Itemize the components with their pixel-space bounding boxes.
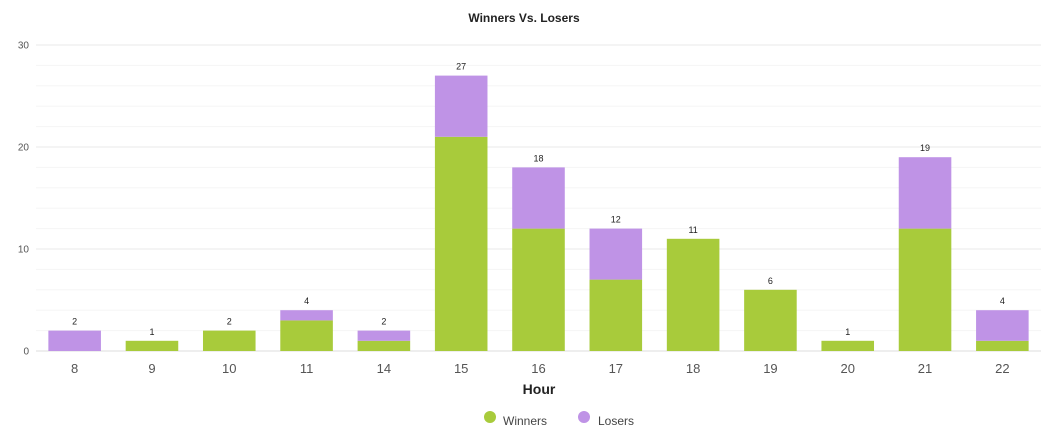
- data-label-18: 11: [688, 225, 697, 235]
- bar-winners-18: [666, 238, 720, 351]
- bars: [48, 75, 1029, 351]
- data-label-16: 18: [533, 153, 543, 163]
- x-tick-label-11: 11: [300, 361, 314, 376]
- legend: Winners Losers: [484, 411, 634, 428]
- bar-winners-19: [744, 289, 797, 351]
- bar-losers-22: [976, 310, 1029, 341]
- y-tick-label: 20: [18, 143, 30, 154]
- bar-winners-21: [898, 228, 952, 351]
- legend-item-winners[interactable]: Winners: [484, 411, 547, 428]
- bar-winners-10: [202, 330, 256, 351]
- x-tick-label-18: 18: [686, 361, 700, 376]
- bar-winners-22: [976, 340, 1029, 351]
- data-label-15: 27: [456, 62, 466, 72]
- legend-label-winners: Winners: [503, 414, 547, 428]
- data-label-14: 2: [381, 317, 386, 327]
- data-label-21: 19: [920, 143, 930, 153]
- bar-winners-11: [280, 320, 333, 351]
- data-label-19: 6: [768, 276, 773, 286]
- data-label-20: 1: [845, 327, 850, 337]
- x-tick-label-8: 8: [71, 361, 78, 376]
- y-tick-label: 30: [18, 41, 30, 52]
- x-tick-label-15: 15: [454, 361, 468, 376]
- bar-winners-9: [125, 340, 179, 351]
- x-tick-label-16: 16: [531, 361, 545, 376]
- data-label-10: 2: [227, 317, 232, 327]
- x-tick-label-9: 9: [148, 361, 155, 376]
- bar-losers-14: [357, 330, 411, 341]
- x-tick-label-14: 14: [377, 361, 391, 376]
- legend-item-losers[interactable]: Losers: [578, 411, 634, 428]
- data-label-8: 2: [72, 317, 77, 327]
- x-axis-title: Hour: [523, 381, 556, 397]
- data-label-17: 12: [611, 215, 621, 225]
- legend-marker-losers: [578, 411, 590, 423]
- y-tick-label: 0: [23, 347, 29, 358]
- bar-winners-14: [357, 340, 411, 351]
- data-label-22: 4: [1000, 296, 1005, 306]
- bar-winners-17: [589, 279, 643, 351]
- x-tick-label-22: 22: [995, 361, 1009, 376]
- data-label-9: 1: [149, 327, 154, 337]
- bar-losers-8: [48, 330, 101, 351]
- x-tick-label-19: 19: [763, 361, 777, 376]
- bar-losers-11: [280, 310, 333, 321]
- x-axis-ticks: 8 9 10 11 14 15 16 17 18 19 20 21 22: [71, 361, 1010, 376]
- x-tick-label-21: 21: [918, 361, 932, 376]
- chart-title: Winners Vs. Losers: [468, 11, 580, 25]
- bar-losers-21: [898, 157, 952, 229]
- y-tick-label: 10: [18, 245, 30, 256]
- x-tick-label-17: 17: [609, 361, 623, 376]
- bar-losers-16: [512, 167, 565, 229]
- x-tick-label-20: 20: [840, 361, 854, 376]
- bar-winners-20: [821, 340, 875, 351]
- legend-label-losers: Losers: [598, 414, 634, 428]
- bar-winners-15: [434, 136, 488, 351]
- legend-marker-winners: [484, 411, 496, 423]
- bar-winners-16: [512, 228, 565, 351]
- bar-losers-15: [434, 75, 488, 137]
- x-tick-label-10: 10: [222, 361, 236, 376]
- bar-losers-17: [589, 228, 643, 280]
- y-axis-ticks: 0 10 20 30: [18, 41, 30, 358]
- data-label-11: 4: [304, 296, 309, 306]
